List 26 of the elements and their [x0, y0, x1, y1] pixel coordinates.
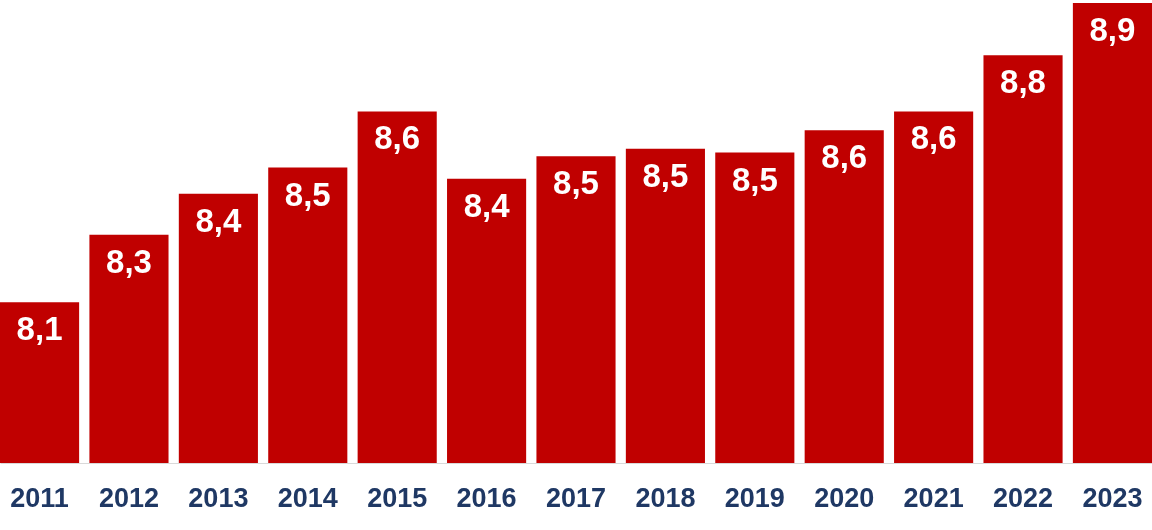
- data-label: 8,6: [821, 138, 868, 176]
- data-label: 8,9: [1089, 11, 1136, 48]
- data-label: 8,6: [910, 119, 957, 157]
- data-label: 8,5: [553, 164, 599, 202]
- data-label: 8,5: [284, 175, 331, 213]
- x-tick-label: 2020: [814, 482, 875, 513]
- x-tick-label: 2012: [98, 482, 160, 513]
- x-tick-label: 2011: [10, 482, 69, 513]
- data-label: 8,4: [463, 186, 511, 224]
- data-label: 8,4: [195, 201, 242, 239]
- data-label: 8,6: [374, 119, 421, 157]
- data-label: 8,8: [1000, 63, 1046, 101]
- data-label: 8,1: [16, 310, 63, 348]
- x-tick-label: 2019: [724, 482, 785, 513]
- x-tick-label: 2018: [635, 482, 696, 513]
- data-label: 8,3: [106, 242, 152, 280]
- x-tick-label: 2023: [1082, 482, 1143, 513]
- x-tick-label: 2016: [456, 482, 517, 513]
- data-label: 8,5: [731, 160, 778, 198]
- x-tick-label: 2013: [188, 482, 249, 513]
- x-tick-label: 2015: [367, 482, 428, 513]
- data-label: 8,5: [642, 156, 689, 194]
- x-tick-label: 2014: [277, 482, 338, 513]
- x-tick-label: 2021: [903, 482, 964, 513]
- x-tick-label: 2017: [545, 482, 607, 513]
- x-tick-label: 2022: [992, 482, 1054, 513]
